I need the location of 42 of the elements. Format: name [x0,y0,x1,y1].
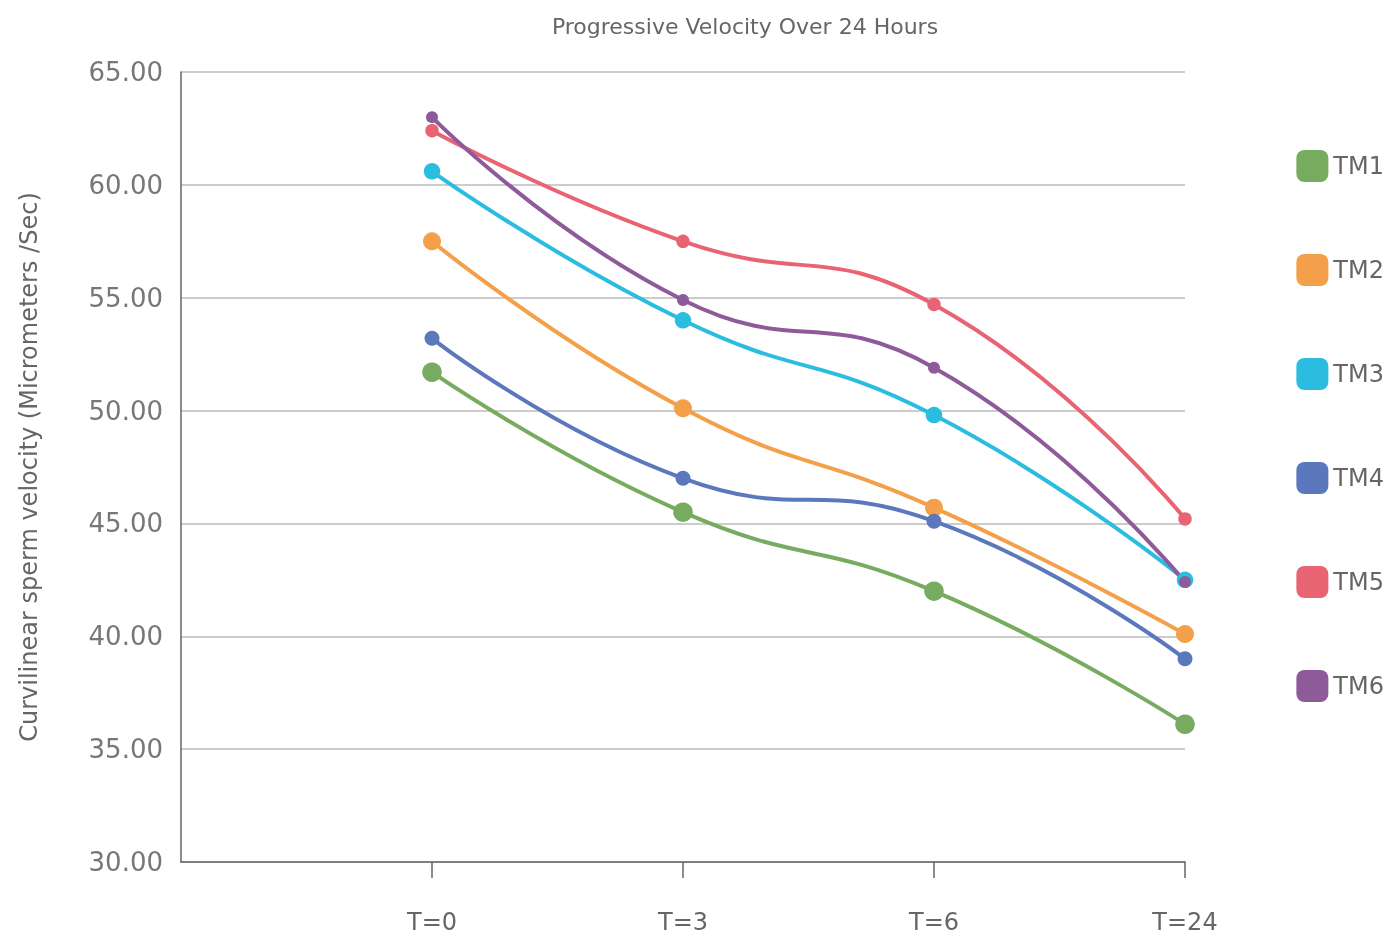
y-axis-title: Curvilinear sperm velocity (Micrometers /Sec) [15,192,43,742]
point [422,362,442,382]
x-tick-label: T=0 [405,908,458,936]
y-tick-label: 45.00 [88,508,163,539]
y-tick-label: 40.00 [88,621,163,652]
point [1175,714,1195,735]
chart-title: Progressive Velocity Over 24 Hours [551,13,939,39]
point [423,232,441,251]
point [927,297,941,312]
legend-label: TM3 [1332,360,1384,388]
y-tick-label: 60.00 [88,169,163,200]
legend-label: TM5 [1332,568,1384,596]
point [426,111,438,124]
point [674,399,692,418]
x-tick-label: T=3 [656,908,709,936]
point [425,123,439,138]
legend-label: TM6 [1332,672,1384,700]
point [928,361,940,374]
point [925,406,943,424]
y-tick-label: 50.00 [88,395,163,426]
point [675,470,691,486]
legend-label: TM4 [1332,464,1384,492]
point [1176,625,1194,644]
point [673,502,693,522]
point [926,513,942,529]
y-tick-label: 65.00 [88,57,163,87]
point [1177,651,1193,667]
x-tick-label: T=24 [1151,908,1218,936]
x-tick-label: T=6 [907,908,960,936]
point [677,293,689,306]
legend-label: TM2 [1332,256,1384,284]
y-tick-label: 55.00 [88,282,163,313]
point [925,498,943,517]
y-tick-label: 35.00 [88,734,163,765]
point [924,581,944,601]
point [1178,512,1192,526]
point [424,330,440,346]
point [676,234,690,249]
point [674,312,692,329]
legend-label: TM1 [1332,152,1384,180]
y-tick-label: 30.00 [88,847,163,877]
point [423,163,441,180]
